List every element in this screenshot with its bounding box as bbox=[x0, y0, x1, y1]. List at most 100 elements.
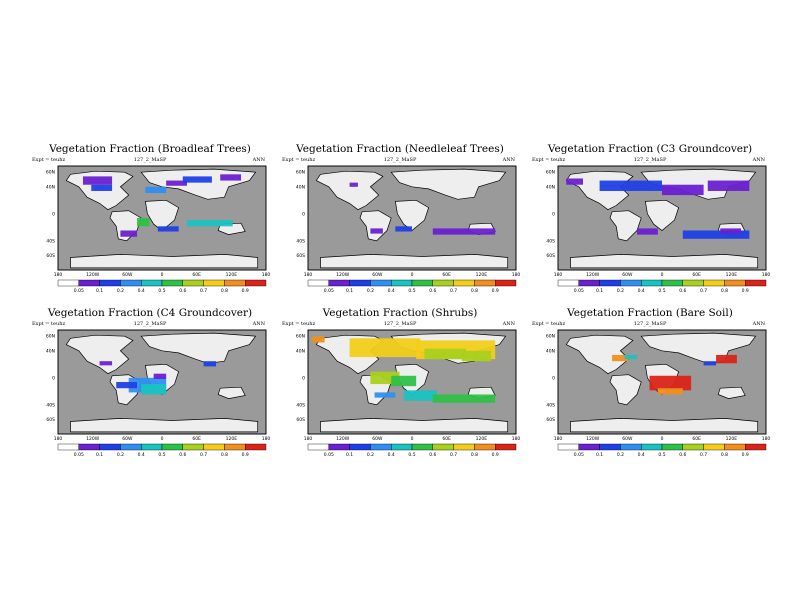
value-patch bbox=[157, 226, 179, 232]
value-patch bbox=[116, 382, 138, 389]
colorbar-swatch bbox=[578, 279, 600, 287]
lon-label: 120E bbox=[476, 436, 488, 442]
lat-label: 60S bbox=[296, 417, 305, 423]
colorbar-label: 0.2 bbox=[617, 452, 624, 458]
colorbar-swatch bbox=[120, 279, 142, 287]
colorbar-swatch bbox=[224, 443, 246, 451]
lon-label: 60W bbox=[122, 436, 133, 442]
lat-label: 0 bbox=[52, 211, 55, 217]
continent-antarc bbox=[570, 254, 759, 269]
map-border bbox=[57, 329, 267, 435]
colorbar-label: 0.5 bbox=[408, 452, 415, 458]
map-panel-c3-groundcover: Vegetation Fraction (C3 Groundcover) Exp… bbox=[525, 140, 775, 320]
colorbar-swatch bbox=[744, 443, 767, 451]
colorbar-swatch bbox=[307, 279, 329, 287]
colorbar-swatch bbox=[661, 279, 683, 287]
colorbar-label: 0.4 bbox=[388, 452, 395, 458]
map-border bbox=[557, 165, 767, 271]
colorbar-swatch bbox=[390, 279, 413, 287]
lon-label: 120E bbox=[476, 272, 488, 278]
value-patch bbox=[374, 392, 396, 398]
lon-label: 120E bbox=[226, 436, 238, 442]
lat-label: 60N bbox=[546, 170, 555, 176]
continent-namerica bbox=[315, 170, 384, 211]
lon-label: 180 bbox=[262, 272, 271, 278]
value-patch bbox=[91, 184, 113, 191]
colorbar-swatch bbox=[99, 443, 121, 451]
colorbar-swatch bbox=[390, 443, 413, 451]
value-patch bbox=[370, 228, 383, 234]
map-canvas: 60N 40N 0 40S 60S 180 120W 60W 0 60E 120E 180 0.05 0.… bbox=[296, 165, 521, 294]
colorbar-swatch bbox=[370, 443, 392, 451]
expt-label: Expt = teuhz bbox=[282, 157, 316, 163]
value-patch bbox=[182, 176, 212, 183]
value-patch bbox=[716, 354, 737, 364]
colorbar-swatch bbox=[78, 443, 100, 451]
value-patch bbox=[349, 338, 421, 358]
colorbar-swatch bbox=[703, 279, 725, 287]
colorbar-swatch bbox=[703, 443, 725, 451]
colorbar-swatch bbox=[724, 279, 746, 287]
map-border bbox=[307, 165, 517, 271]
colorbar-swatch bbox=[578, 443, 600, 451]
lat-label: 0 bbox=[302, 211, 305, 217]
colorbar-label: 0.05 bbox=[74, 288, 84, 294]
colorbar-swatch bbox=[661, 443, 683, 451]
lon-label: 120W bbox=[586, 272, 600, 278]
lon-label: 120E bbox=[726, 436, 738, 442]
colorbar-label: 0.6 bbox=[179, 452, 186, 458]
lat-label: 40N bbox=[296, 348, 305, 354]
colorbar-swatch bbox=[328, 443, 350, 451]
data-layer bbox=[349, 182, 496, 235]
colorbar-label: 0.7 bbox=[200, 288, 207, 294]
colorbar-swatch bbox=[599, 279, 621, 287]
colorbar-label: 0.9 bbox=[492, 288, 499, 294]
value-patch bbox=[432, 394, 496, 403]
lon-label: 60E bbox=[442, 436, 451, 442]
colorbar-swatch bbox=[161, 443, 183, 451]
lon-label: 60E bbox=[442, 272, 451, 278]
colorbar-label: 0.8 bbox=[471, 288, 478, 294]
panel-title: Vegetation Fraction (Shrubs) bbox=[322, 307, 478, 319]
continent-austral bbox=[717, 386, 746, 399]
colorbar-label: 0.1 bbox=[96, 288, 103, 294]
lon-label: 120W bbox=[336, 436, 350, 442]
colorbar-swatch bbox=[557, 279, 579, 287]
colorbar-swatch bbox=[370, 279, 392, 287]
continent-africa bbox=[144, 199, 180, 231]
colorbar-label: 0.6 bbox=[429, 288, 436, 294]
expt-label: Expt = teuhz bbox=[532, 157, 566, 163]
lon-label: 60W bbox=[122, 272, 133, 278]
colorbar-swatch bbox=[224, 279, 246, 287]
value-patch bbox=[145, 186, 167, 194]
value-patch bbox=[220, 174, 242, 181]
run-label: 127_2_MaSP bbox=[383, 157, 417, 163]
continent-namerica bbox=[65, 334, 134, 375]
lon-label: 180 bbox=[54, 272, 63, 278]
lon-label: 180 bbox=[512, 272, 521, 278]
continent-africa bbox=[644, 199, 680, 231]
colorbar-label: 0.8 bbox=[221, 452, 228, 458]
lat-label: 40N bbox=[546, 184, 555, 190]
season-label: ANN bbox=[252, 157, 265, 163]
colorbar-label: 0.1 bbox=[596, 452, 603, 458]
lat-label: 60N bbox=[296, 170, 305, 176]
lon-label: 120E bbox=[226, 272, 238, 278]
colorbar-label: 0.7 bbox=[700, 452, 707, 458]
map-canvas: 60N 40N 0 40S 60S 180 120W 60W 0 60E 120E 180 0.05 0.… bbox=[546, 165, 770, 294]
lon-label: 60E bbox=[192, 436, 201, 442]
colorbar-swatch bbox=[640, 279, 663, 287]
colorbar-swatch bbox=[599, 443, 621, 451]
lat-label: 0 bbox=[552, 211, 555, 217]
panel-title: Vegetation Fraction (Needleleaf Trees) bbox=[296, 143, 504, 155]
lat-label: 60S bbox=[46, 253, 55, 259]
lon-label: 60E bbox=[692, 272, 701, 278]
colorbar-swatch bbox=[349, 443, 371, 451]
run-label: 127_2_MaSP bbox=[383, 321, 417, 327]
colorbar-label: 0.05 bbox=[574, 288, 584, 294]
continent-samerica bbox=[359, 210, 392, 242]
lon-label: 120W bbox=[336, 272, 350, 278]
value-patch bbox=[141, 384, 167, 395]
colorbar-swatch bbox=[120, 443, 142, 451]
map-canvas: 60N 40N 0 40S 60S 180 120W 60W 0 60E 120E 180 0.05 0.… bbox=[546, 329, 770, 458]
